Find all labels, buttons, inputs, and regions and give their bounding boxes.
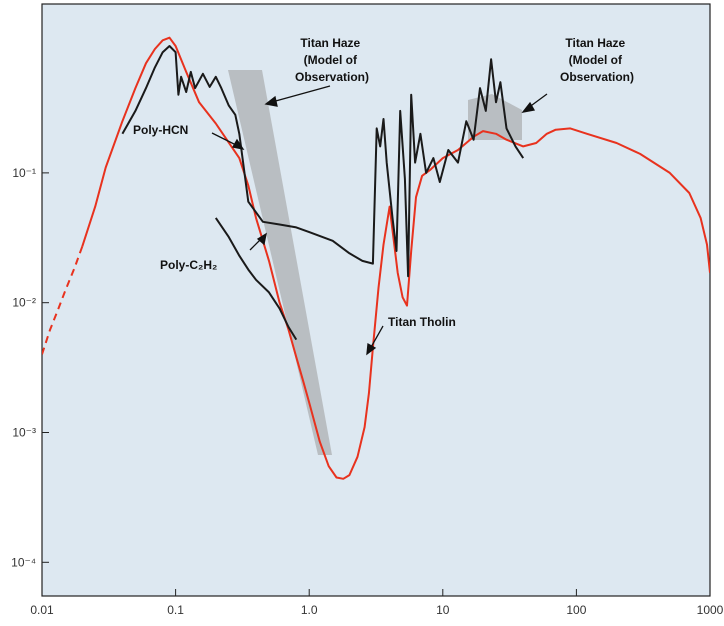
y-tick-label: 10⁻³: [12, 425, 36, 439]
x-tick-label: 100: [566, 603, 586, 617]
titan-haze-label-left: Titan Haze (Model of Observation): [295, 36, 369, 84]
x-tick-label: 0.01: [30, 603, 54, 617]
x-tick-label: 0.1: [167, 603, 184, 617]
poly-hcn-label: Poly-HCN: [133, 123, 188, 137]
x-axis: 0.01 0.1 1.0 10 100 1000: [30, 589, 724, 617]
y-tick-label: 10⁻²: [12, 296, 36, 310]
plot-area-background: [41, 3, 711, 597]
titan-tholin-dashed-line: [42, 246, 84, 355]
y-tick-label: 10⁻⁴: [11, 555, 36, 569]
titan-haze-band-2: [468, 94, 522, 140]
annotation-arrows: [211, 85, 548, 356]
y-axis: 10⁻¹ 10⁻² 10⁻³ 10⁻⁴: [11, 166, 49, 569]
titan-haze-band-1: [228, 70, 332, 455]
x-tick-label: 1000: [697, 603, 724, 617]
titan-haze-label-right: Titan Haze (Model of Observation): [560, 36, 634, 84]
x-tick-label: 10: [436, 603, 450, 617]
titan-tholin-label: Titan Tholin: [388, 315, 456, 329]
poly-c2h2-label: Poly-C₂H₂: [160, 258, 217, 272]
poly-hcn-line: [121, 45, 525, 278]
x-tick-label: 1.0: [301, 603, 318, 617]
poly-c2h2-line: [214, 217, 298, 341]
y-tick-label: 10⁻¹: [12, 166, 36, 180]
